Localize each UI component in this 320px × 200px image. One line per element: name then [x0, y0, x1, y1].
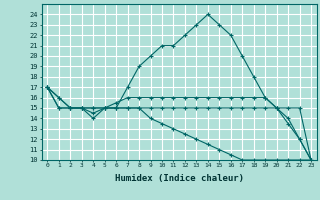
X-axis label: Humidex (Indice chaleur): Humidex (Indice chaleur) — [115, 174, 244, 183]
